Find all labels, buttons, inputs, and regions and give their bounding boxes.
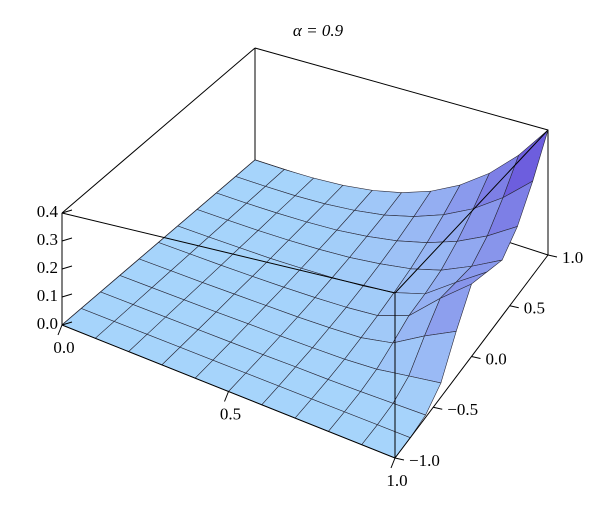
- box-edge: [394, 129, 549, 294]
- z-tick-label: 0.4: [37, 202, 59, 221]
- y-tick: [471, 356, 481, 359]
- y-tick: [547, 254, 558, 258]
- y-tick-label: 0.5: [524, 299, 545, 318]
- box-edge: [61, 212, 396, 294]
- z-tick-label: 0.1: [37, 286, 58, 305]
- z-tick: [61, 265, 73, 270]
- box-edge: [254, 47, 549, 131]
- chart-title: α = 0.9: [293, 21, 344, 40]
- x-tick-label: 0.5: [220, 404, 241, 423]
- z-tick-label: 0.0: [37, 314, 58, 333]
- y-tick: [433, 406, 443, 410]
- z-tick: [61, 321, 73, 326]
- z-tick-label: 0.2: [37, 258, 58, 277]
- z-tick: [61, 293, 73, 298]
- z-tick: [61, 209, 73, 214]
- x-tick-label: 0.0: [53, 338, 74, 357]
- y-tick: [394, 457, 405, 461]
- x-tick: [57, 324, 63, 336]
- z-tick: [61, 237, 73, 242]
- y-tick-label: 1.0: [562, 248, 583, 267]
- y-tick-label: −0.5: [447, 400, 478, 419]
- z-tick-label: 0.3: [37, 230, 58, 249]
- x-tick: [390, 457, 396, 469]
- y-tick: [509, 305, 519, 309]
- x-tick: [224, 391, 229, 402]
- y-tick-label: −1.0: [409, 451, 440, 470]
- y-tick-label: 0.0: [486, 349, 507, 368]
- box-edge: [61, 47, 256, 214]
- x-tick-label: 1.0: [386, 471, 407, 490]
